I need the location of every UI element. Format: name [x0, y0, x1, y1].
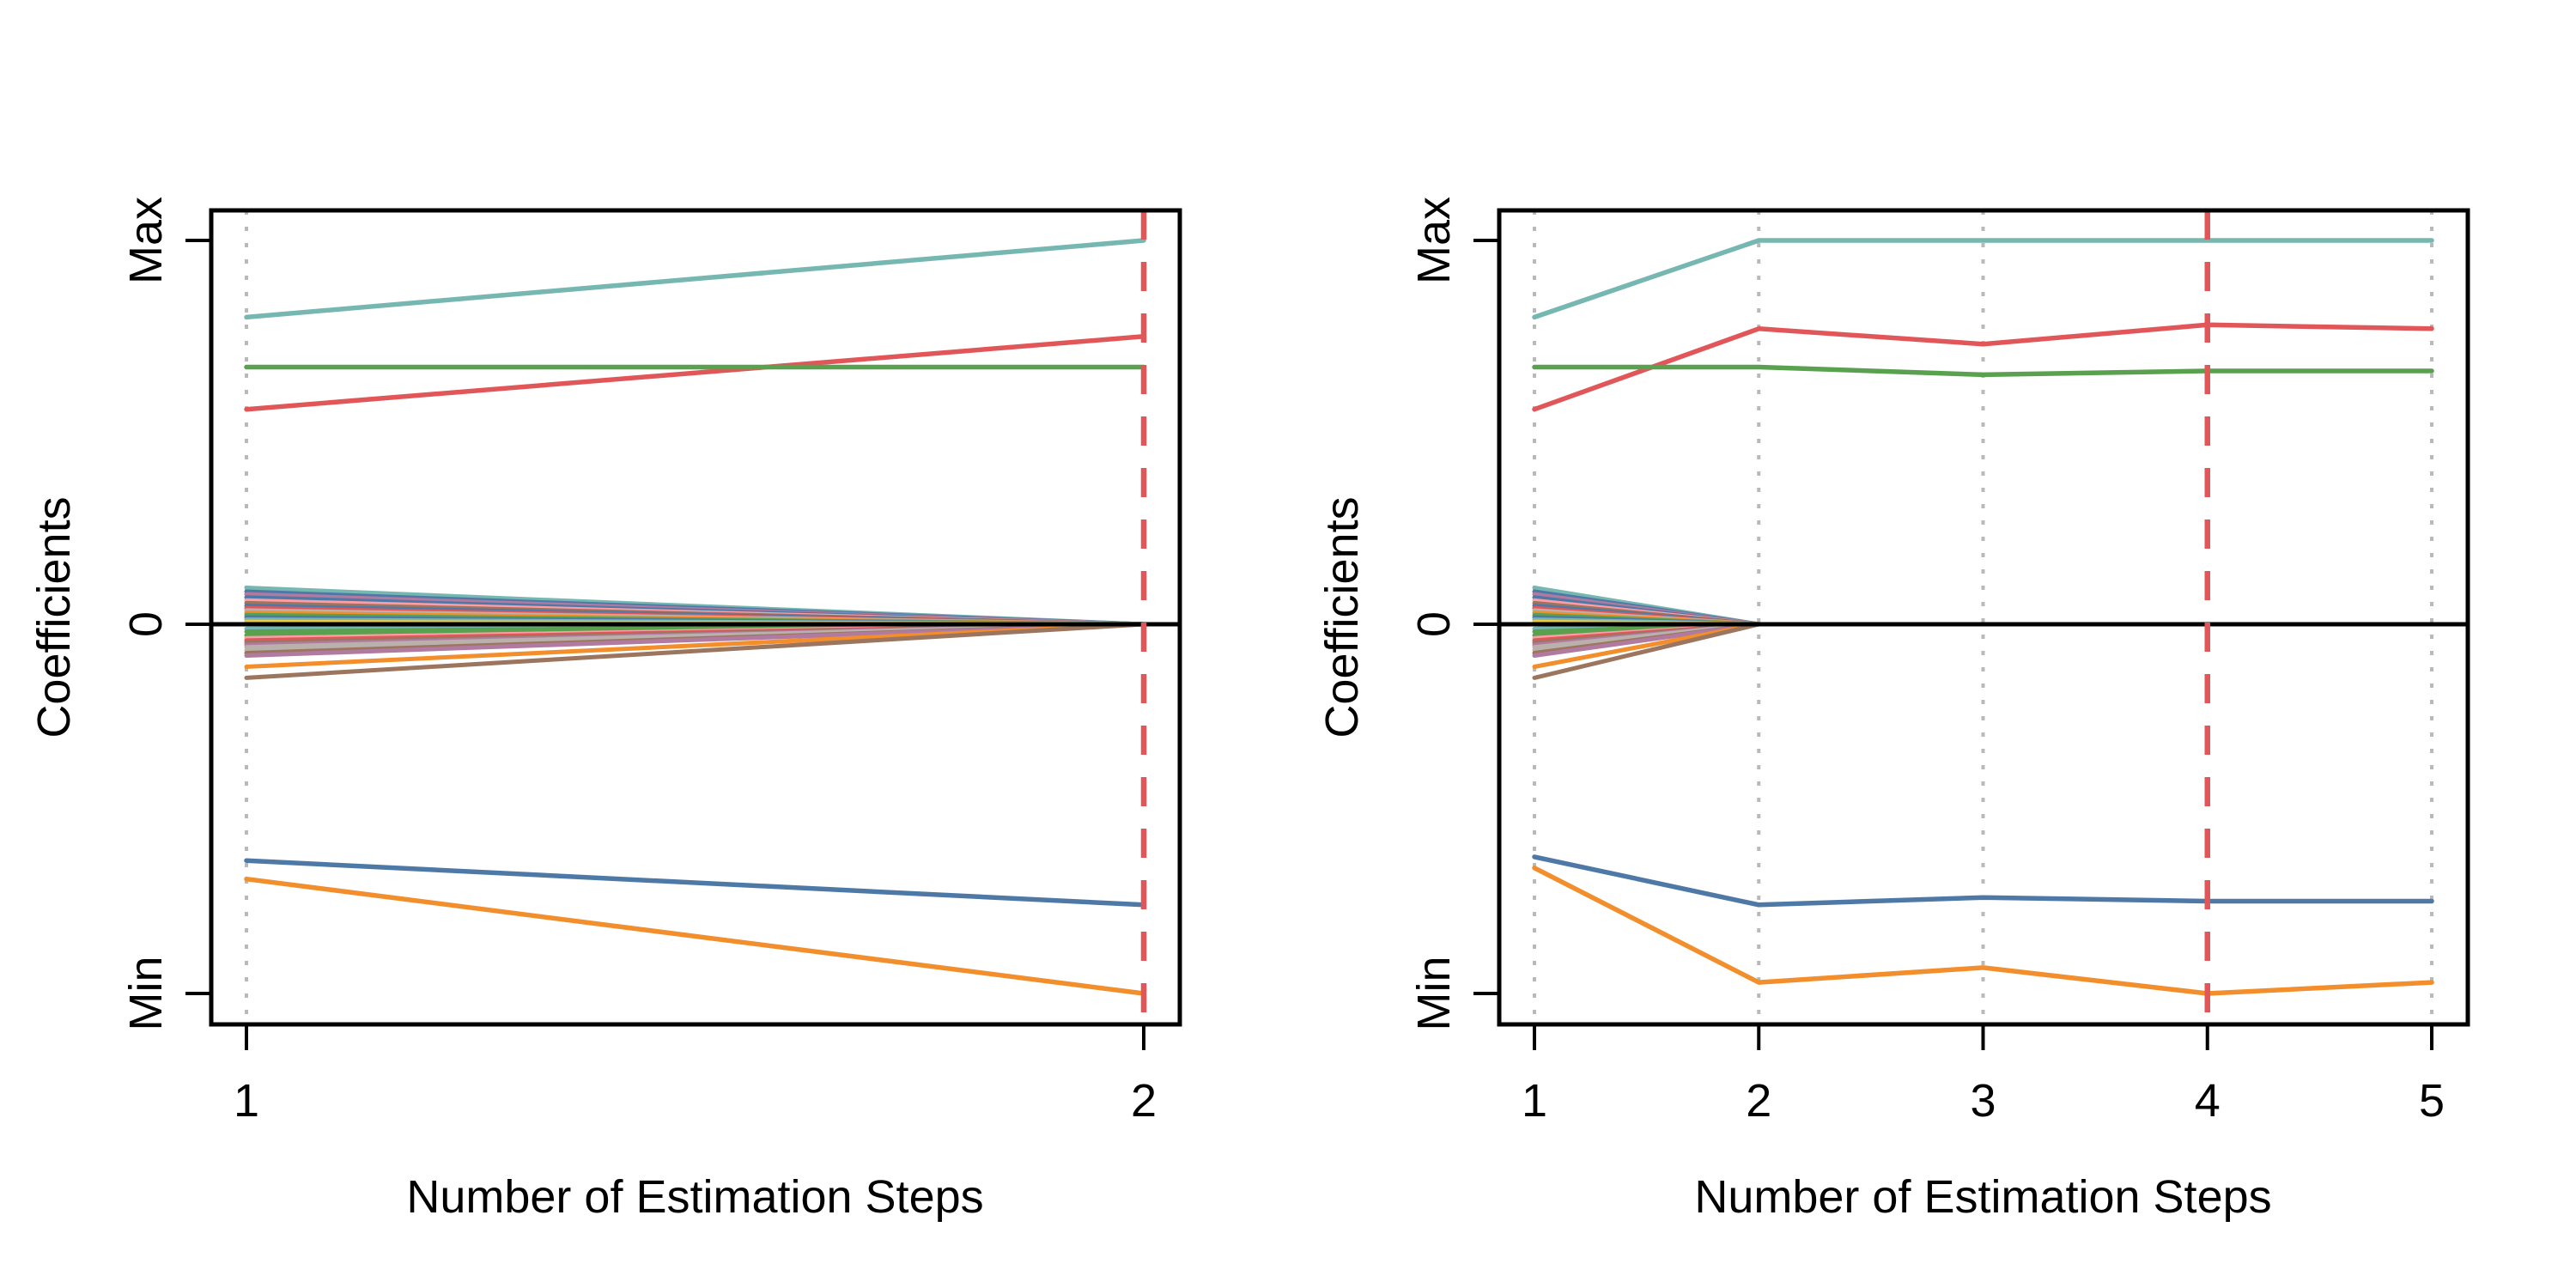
x-tick-label-2: 2 — [1131, 1075, 1157, 1127]
blue-coef-path — [1532, 854, 2434, 908]
x-tick-label-3: 3 — [1970, 1075, 1996, 1127]
y-tick-label-0: 0 — [120, 611, 172, 637]
plot-frame — [209, 208, 1182, 1027]
x-tick-label-1: 1 — [1522, 1075, 1547, 1127]
y-tick-label-0: 0 — [1408, 611, 1460, 637]
y-tick-label-min: Min — [1408, 956, 1460, 1030]
x-axis-label: Number of Estimation Steps — [1694, 1171, 2271, 1223]
y-tick-label-max: Max — [120, 197, 172, 284]
x-tick-label-2: 2 — [1746, 1075, 1771, 1127]
x-axis-label: Number of Estimation Steps — [406, 1171, 983, 1223]
green-coef-path — [1532, 364, 2434, 378]
orange-coef-path — [1532, 866, 2434, 996]
y-axis-label: Coefficients — [28, 496, 80, 738]
orange-coef-path — [244, 876, 1146, 996]
right-chart: Max 0 Min 1 2 3 4 5 Coefficients Number of Estima… — [1316, 197, 2470, 1223]
y-axis-label: Coefficients — [1316, 496, 1368, 738]
red-coef-path — [244, 334, 1146, 412]
y-tick-label-max: Max — [1408, 197, 1460, 284]
y-tick-label-min: Min — [120, 956, 172, 1030]
red-coef-path — [1532, 322, 2434, 412]
x-tick-label-1: 1 — [234, 1075, 259, 1127]
blue-coef-path — [244, 858, 1146, 908]
x-tick-label-5: 5 — [2419, 1075, 2445, 1127]
teal-coef-path — [1532, 238, 2434, 320]
teal-coef-path — [244, 238, 1146, 320]
x-tick-label-4: 4 — [2195, 1075, 2221, 1127]
left-chart: Max 0 Min 1 2 Coefficients Number of Estimatio… — [28, 197, 1182, 1223]
cluster-coefficient-path — [244, 622, 1146, 680]
